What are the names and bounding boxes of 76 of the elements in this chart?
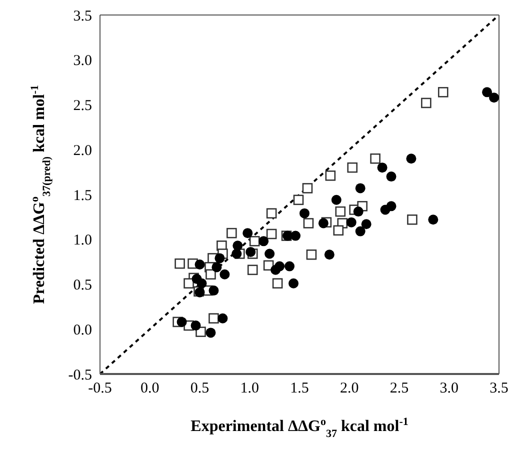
point — [407, 214, 418, 225]
point — [232, 240, 243, 251]
point — [208, 313, 219, 324]
point — [196, 278, 207, 288]
point — [206, 328, 216, 338]
point — [324, 250, 334, 260]
point — [406, 154, 416, 164]
x-tick-label: 2.0 — [340, 380, 359, 397]
point — [266, 228, 277, 240]
point — [306, 249, 317, 260]
x-axis-title: Experimental ΔΔG$^{o}$$_{37}$ kcal mol$^{-1}$ — [190, 416, 408, 440]
x-tick-label: 1.5 — [290, 380, 309, 397]
y-tick-label: 3.5 — [73, 8, 92, 24]
y-tick-label: 1.5 — [73, 188, 92, 204]
point — [333, 225, 344, 236]
point — [347, 162, 358, 173]
point — [249, 236, 260, 246]
point — [288, 278, 299, 288]
point — [346, 217, 356, 228]
point — [386, 172, 396, 182]
point — [335, 206, 346, 217]
point — [212, 262, 222, 272]
point — [302, 183, 313, 194]
point — [218, 313, 228, 324]
point — [428, 214, 438, 225]
point — [206, 269, 216, 280]
x-tick-label: 0.0 — [140, 380, 160, 397]
x-tick-label: 3.0 — [440, 380, 458, 397]
point — [270, 264, 281, 275]
point — [303, 218, 314, 228]
point — [184, 278, 194, 289]
x-tick-label: 2.5 — [390, 380, 409, 397]
point — [377, 162, 388, 173]
point — [386, 201, 396, 212]
point — [482, 87, 492, 98]
point — [331, 194, 342, 205]
point — [361, 219, 372, 230]
point — [293, 194, 304, 206]
x-tick-label: 1.0 — [240, 380, 259, 397]
point — [355, 226, 366, 236]
point — [190, 320, 201, 331]
point — [220, 269, 230, 280]
point — [247, 264, 258, 276]
point — [208, 286, 219, 296]
point — [258, 236, 269, 246]
point — [176, 316, 187, 327]
point — [290, 230, 301, 241]
y-tick-label: 0.0 — [73, 322, 92, 338]
y-tick-label: 0.5 — [73, 278, 92, 294]
point — [264, 248, 275, 259]
point — [284, 261, 295, 272]
point — [174, 258, 185, 269]
point — [438, 87, 448, 98]
point — [214, 253, 225, 264]
point — [318, 218, 328, 228]
point — [355, 183, 366, 194]
y-tick-label: -0.5 — [68, 367, 92, 384]
point — [272, 278, 283, 289]
point — [242, 228, 253, 238]
x-tick-label: -0.5 — [88, 380, 112, 397]
y-tick-label: 1.0 — [73, 232, 92, 249]
point — [325, 170, 336, 181]
point — [489, 92, 499, 103]
point — [421, 98, 432, 108]
x-tick-label: 3.5 — [490, 380, 508, 397]
point — [370, 153, 380, 164]
y-tick-label: 2.5 — [73, 98, 92, 114]
y-tick-label: 3.0 — [73, 53, 92, 70]
point — [232, 248, 242, 259]
point — [299, 208, 310, 218]
point — [266, 208, 277, 218]
x-tick-label: 0.5 — [190, 380, 210, 397]
y-tick-label: 2.0 — [73, 142, 92, 159]
point — [226, 228, 237, 238]
point — [353, 206, 364, 217]
point — [194, 260, 205, 270]
